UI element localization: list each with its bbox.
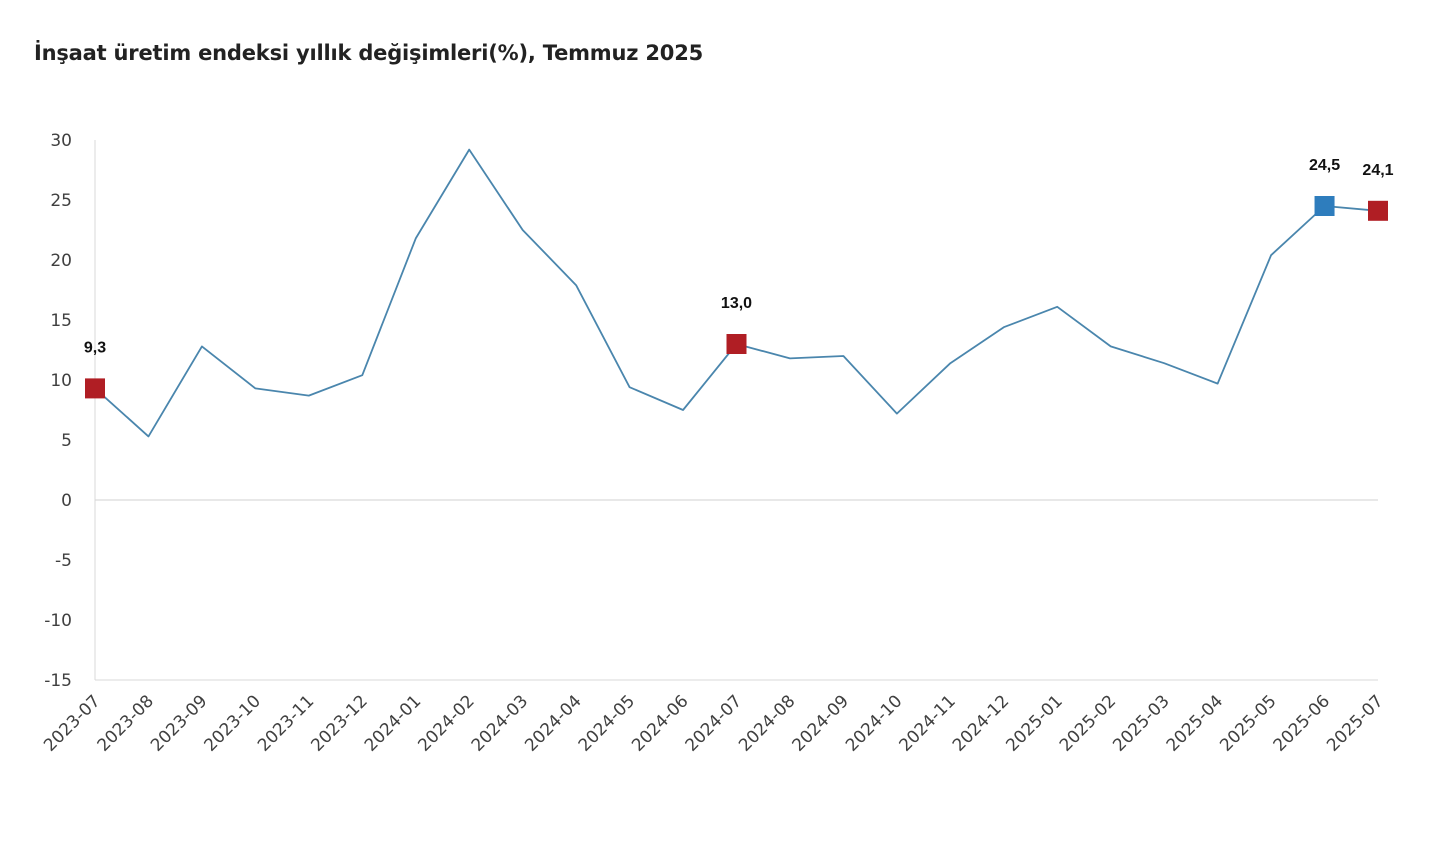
x-tick-label: 2024-08	[735, 691, 799, 755]
y-tick-label: 5	[61, 431, 72, 451]
data-point	[521, 228, 525, 232]
highlight-marker	[1314, 196, 1335, 216]
y-tick-label: -15	[44, 671, 72, 691]
x-tick-label: 2023-08	[94, 691, 158, 755]
data-point	[146, 434, 150, 438]
data-point	[841, 354, 845, 358]
data-point	[1216, 382, 1220, 386]
data-point	[1002, 325, 1006, 329]
x-tick-label: 2023-07	[40, 691, 104, 755]
data-point	[253, 386, 257, 390]
x-tick-label: 2025-03	[1109, 691, 1173, 755]
x-tick-label: 2025-02	[1056, 691, 1120, 755]
data-labels: 9,3 13,0 24,5 24,1	[84, 157, 1394, 356]
x-axis-ticks: 2023-072023-082023-092023-102023-112023-…	[40, 691, 1387, 755]
x-tick-label: 2023-12	[307, 691, 371, 755]
highlight-marker	[1368, 200, 1388, 221]
x-tick-label: 2025-04	[1163, 691, 1227, 755]
x-tick-label: 2025-01	[1002, 691, 1066, 755]
data-point	[1162, 361, 1166, 365]
y-tick-label: 25	[50, 191, 72, 211]
x-tick-label: 2023-10	[201, 691, 265, 755]
x-tick-label: 2025-05	[1216, 691, 1280, 755]
data-point	[681, 408, 685, 412]
data-point	[895, 412, 899, 416]
x-tick-label: 2024-07	[682, 691, 746, 755]
y-tick-label: -10	[44, 611, 72, 631]
y-tick-label: 20	[50, 251, 72, 271]
highlight-marker	[726, 334, 747, 354]
y-tick-label: -5	[55, 551, 72, 571]
data-point	[1269, 253, 1273, 257]
y-tick-label: 15	[50, 311, 72, 331]
data-point	[788, 356, 792, 360]
data-label: 24,5	[1309, 157, 1340, 174]
y-axis-ticks: 30 25 20 15 10 5 0 -5 -10 -15	[44, 131, 72, 691]
data-point	[628, 385, 632, 389]
data-point	[360, 373, 364, 377]
x-tick-label: 2025-06	[1270, 691, 1334, 755]
x-tick-label: 2024-04	[521, 691, 585, 755]
data-point	[574, 283, 578, 287]
data-point	[414, 236, 418, 240]
highlight-marker	[85, 378, 105, 399]
highlight-markers	[85, 196, 1388, 399]
series-line	[94, 148, 1379, 438]
x-tick-label: 2024-06	[628, 691, 692, 755]
y-tick-label: 10	[50, 371, 72, 391]
data-point	[307, 394, 311, 398]
data-point	[467, 148, 471, 152]
x-tick-label: 2024-03	[468, 691, 532, 755]
x-tick-label: 2024-05	[575, 691, 639, 755]
y-tick-label: 0	[61, 491, 72, 511]
data-label: 13,0	[721, 295, 752, 312]
data-point	[1055, 305, 1059, 309]
data-label: 24,1	[1362, 162, 1393, 179]
x-tick-label: 2024-10	[842, 691, 906, 755]
x-tick-label: 2023-11	[254, 691, 318, 755]
x-tick-label: 2024-09	[789, 691, 853, 755]
series-layer	[94, 148, 1379, 438]
data-point	[200, 344, 204, 348]
data-point	[1109, 344, 1113, 348]
data-point	[948, 361, 952, 365]
y-tick-label: 30	[50, 131, 72, 151]
x-tick-label: 2024-11	[896, 691, 960, 755]
x-tick-label: 2024-02	[414, 691, 478, 755]
axes	[94, 140, 1378, 681]
chart-title: İnşaat üretim endeksi yıllık değişimleri…	[34, 41, 704, 65]
data-label: 9,3	[84, 339, 106, 356]
x-tick-label: 2024-12	[949, 691, 1013, 755]
x-tick-label: 2025-07	[1323, 691, 1387, 755]
x-tick-label: 2023-09	[147, 691, 211, 755]
x-tick-label: 2024-01	[361, 691, 425, 755]
